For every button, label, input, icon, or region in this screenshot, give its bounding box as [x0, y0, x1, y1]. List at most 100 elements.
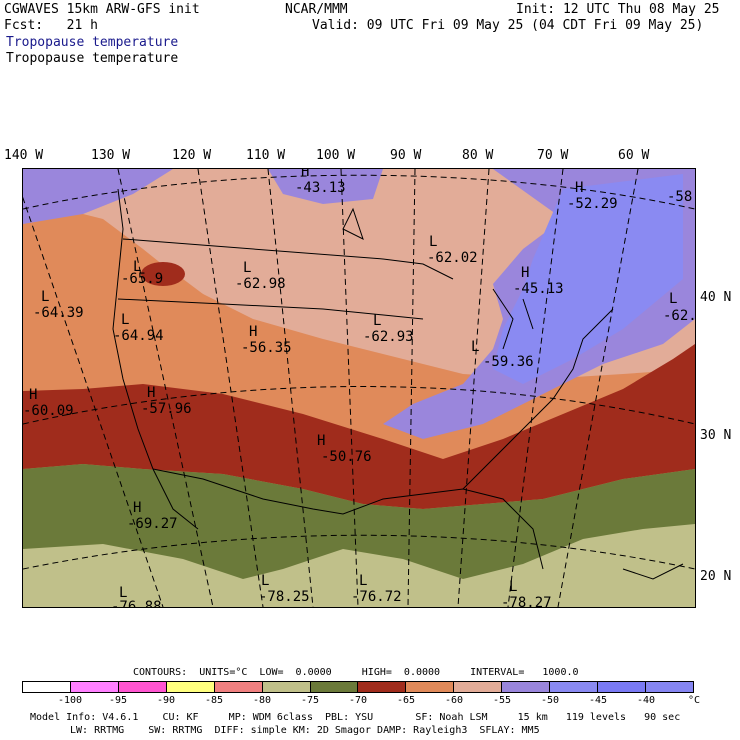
legend-swatch: [550, 682, 599, 692]
legend-swatch: [645, 682, 693, 692]
lon-label: 110 W: [246, 148, 286, 163]
legend-tick-label: -70: [348, 695, 368, 706]
map-value: -60.09: [23, 403, 74, 419]
model-info-line2: LW: RRTMG SW: RRTMG DIFF: simple KM: 2D …: [70, 725, 540, 736]
legend-swatch: [118, 682, 167, 692]
map-label-l: L: [669, 291, 677, 307]
valid-time: Valid: 09 UTC Fri 09 May 25 (04 CDT Fri …: [312, 18, 704, 33]
map-value: -62.98: [235, 276, 286, 292]
map-label-l: L: [509, 579, 517, 595]
coastlines: [112, 188, 684, 580]
map-value: -78.25: [259, 589, 310, 605]
map-label-l: L: [121, 312, 129, 328]
forecast-hour: Fcst: 21 h: [4, 18, 98, 33]
map-label-l: L: [373, 313, 381, 329]
map-value: -64.94: [113, 328, 164, 344]
legend-swatch: [214, 682, 263, 692]
legend-tick-label: -90: [156, 695, 176, 706]
legend-tick-label: -100: [57, 695, 83, 706]
legend-swatch: [598, 682, 646, 692]
legend-swatch: [166, 682, 215, 692]
blob-dark-red-nw: [141, 262, 185, 286]
map-label-h: H: [317, 433, 325, 449]
map-label-l: L: [119, 585, 127, 601]
organization-label: NCAR/MMM: [285, 2, 348, 17]
lon-label: 140 W: [4, 148, 44, 163]
model-info-line1: Model Info: V4.6.1 CU: KF MP: WDM 6class…: [30, 712, 681, 723]
legend-swatch: [502, 682, 551, 692]
lon-label: 80 W: [462, 148, 494, 163]
band-purple-nw: [23, 169, 173, 224]
legend-tick-label: -60: [444, 695, 464, 706]
band-purple-north: [268, 169, 383, 204]
pressure-centers: L -64.39 L -65.9 L -62.98 L -64.94 H -56…: [23, 169, 695, 607]
lat-label: 30 N: [700, 428, 732, 443]
map-label-h: H: [301, 169, 309, 180]
map-label-l: L: [359, 573, 367, 589]
legend-swatch: [310, 682, 359, 692]
lon-label: 130 W: [91, 148, 131, 163]
map-canvas: L -64.39 L -65.9 L -62.98 L -64.94 H -56…: [23, 169, 695, 607]
map-value: -45.13: [513, 281, 564, 297]
lat-label: 20 N: [700, 569, 732, 584]
map-value: -64.39: [33, 305, 84, 321]
map-value: -58: [667, 189, 692, 205]
legend-swatch: [70, 682, 119, 692]
init-time: Init: 12 UTC Thu 08 May 25: [516, 2, 720, 17]
map-label-l: L: [41, 289, 49, 305]
lat-label: 40 N: [700, 290, 732, 305]
map-value: -43.13: [295, 180, 346, 196]
lon-label: 60 W: [618, 148, 650, 163]
map-label-h: H: [521, 265, 529, 281]
map-value: -59.36: [483, 354, 534, 370]
map-label-l: L: [429, 234, 437, 250]
map-value: -78.27: [501, 595, 552, 607]
tropopause-temperature-map: L -64.39 L -65.9 L -62.98 L -64.94 H -56…: [22, 168, 696, 608]
legend-swatch: [23, 682, 71, 692]
map-label-h: H: [147, 385, 155, 401]
legend-swatch: [406, 682, 455, 692]
map-value: -76.88: [111, 599, 162, 607]
graticule: [23, 169, 695, 607]
map-label-l: L: [133, 259, 141, 275]
legend-tick-label: -40: [636, 695, 656, 706]
lon-label: 70 W: [537, 148, 569, 163]
lon-label: 120 W: [172, 148, 212, 163]
map-value: -69.27: [127, 516, 178, 532]
legend-swatch: [262, 682, 311, 692]
legend-tick-label: -50: [540, 695, 560, 706]
legend-tick-label: °C: [687, 695, 701, 706]
map-value: -52.29: [567, 196, 618, 212]
lon-label: 90 W: [390, 148, 422, 163]
legend-tick-label: -80: [252, 695, 272, 706]
legend-swatch: [358, 682, 407, 692]
map-value: -76.72: [351, 589, 402, 605]
band-khaki: [23, 524, 695, 607]
legend-swatch: [454, 682, 503, 692]
lon-label: 100 W: [316, 148, 356, 163]
legend-tick-label: -65: [396, 695, 416, 706]
map-value: -50.76: [321, 449, 372, 465]
map-value: -62.: [663, 308, 695, 324]
map-label-l: L: [243, 260, 251, 276]
map-value: -56.35: [241, 340, 292, 356]
field-title-primary: Tropopause temperature: [6, 35, 179, 50]
map-value: -57.96: [141, 401, 192, 417]
map-label-h: H: [133, 500, 141, 516]
map-label-l: L: [471, 339, 479, 355]
map-label-h: H: [575, 180, 583, 196]
map-label-h: H: [29, 387, 37, 403]
model-title: CGWAVES 15km ARW-GFS init: [4, 2, 200, 17]
legend-tick-label: -75: [300, 695, 320, 706]
map-value: -62.93: [363, 329, 414, 345]
contours-info: CONTOURS: UNITS=°C LOW= 0.0000 HIGH= 0.0…: [133, 667, 579, 678]
map-label-l: L: [261, 573, 269, 589]
color-legend: [22, 681, 694, 693]
band-dark-red: [23, 344, 695, 509]
legend-tick-label: -45: [588, 695, 608, 706]
legend-tick-label: -85: [204, 695, 224, 706]
map-label-h: H: [249, 324, 257, 340]
map-value: -65.9: [121, 271, 163, 287]
legend-tick-label: -95: [108, 695, 128, 706]
field-title-secondary: Tropopause temperature: [6, 51, 179, 66]
